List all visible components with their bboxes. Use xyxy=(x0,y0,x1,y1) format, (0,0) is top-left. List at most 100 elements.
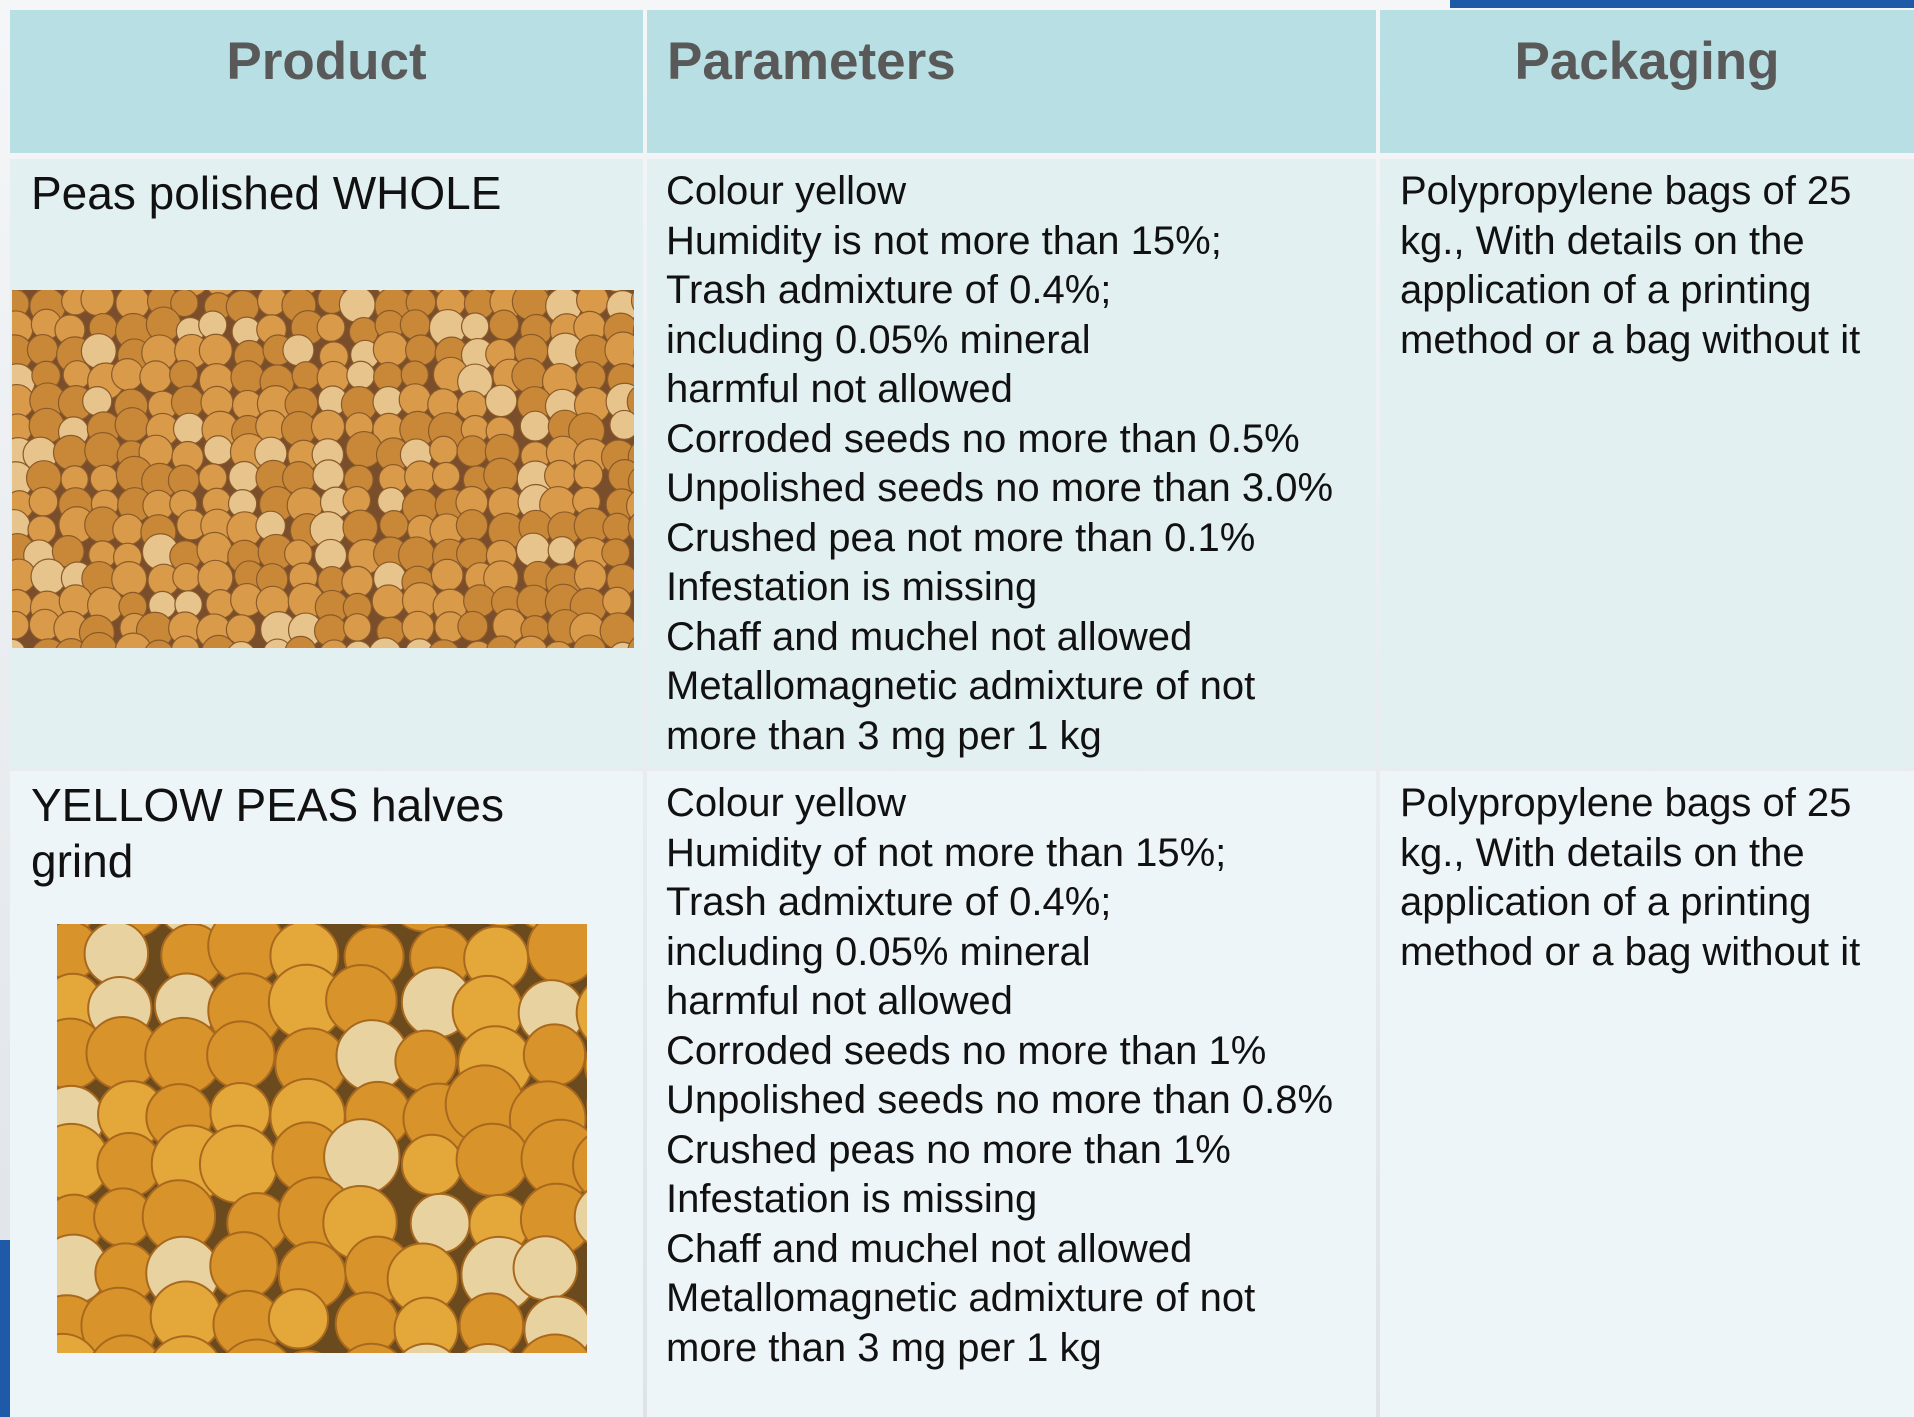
pea xyxy=(206,1020,276,1090)
pea xyxy=(345,430,383,469)
pea xyxy=(203,435,234,466)
table-cell: Polypropylene bags of 25 kg., With detail… xyxy=(1380,159,1914,767)
header-text: Packaging xyxy=(1514,32,1780,91)
parameters-line: Unpolished seeds no more than 0.8% xyxy=(666,1078,1334,1122)
header-cell: Parameters xyxy=(647,10,1376,153)
cell-text: Polypropylene bags of 25 kg., With detail… xyxy=(1400,779,1860,977)
pea xyxy=(172,412,206,446)
pea xyxy=(486,635,518,648)
pea xyxy=(429,639,459,648)
product-photo xyxy=(57,924,587,1353)
pea xyxy=(599,612,634,648)
pea xyxy=(201,634,236,648)
packaging-line: method or a bag without it xyxy=(1400,317,1861,362)
parameters-line: Crushed peas no more than 1% xyxy=(666,1127,1231,1172)
packaging-line: application of a printing xyxy=(1400,880,1812,924)
header-text: Product xyxy=(226,32,427,91)
parameters-line: Humidity is not more than 15%; xyxy=(666,218,1222,263)
table-cell: Polypropylene bags of 25 kg., With detail… xyxy=(1380,771,1914,1417)
pea xyxy=(114,407,150,443)
product-line: grind xyxy=(31,835,134,887)
pea xyxy=(545,640,572,648)
pea xyxy=(198,1124,279,1204)
parameters-line: Corroded seeds no more than 0.5% xyxy=(666,416,1300,461)
pea xyxy=(520,1333,587,1353)
pea xyxy=(400,1133,463,1196)
pea xyxy=(112,513,144,546)
parameters-line: harmful not allowed xyxy=(666,979,1013,1023)
pea xyxy=(455,1122,530,1197)
pea xyxy=(627,637,634,648)
pea xyxy=(431,461,461,491)
pea xyxy=(627,513,634,542)
header-cell: Product xyxy=(10,10,643,153)
pea xyxy=(345,1342,398,1353)
pea xyxy=(601,538,631,568)
parameters-line: including 0.05% mineral xyxy=(666,317,1091,362)
pea xyxy=(462,1343,514,1353)
pea xyxy=(82,385,113,417)
parameters-line: Chaff and muchel not allowed xyxy=(666,614,1193,659)
pea xyxy=(316,312,346,342)
parameters-line: Corroded seeds no more than 1% xyxy=(666,1028,1267,1073)
header-cell: Packaging xyxy=(1380,10,1914,153)
pea xyxy=(456,435,489,468)
pea xyxy=(572,634,607,648)
packaging-line: kg., With details on the xyxy=(1400,830,1805,875)
pea xyxy=(394,1029,458,1093)
table-cell: Colour yellow Humidity is not more than 1… xyxy=(647,159,1376,767)
pea xyxy=(170,290,199,318)
packaging-line: kg., With details on the xyxy=(1400,218,1805,263)
pea xyxy=(169,359,199,390)
parameters-line: Infestation is missing xyxy=(666,1177,1038,1221)
parameters-line: more than 3 mg per 1 kg xyxy=(666,1325,1102,1370)
pea xyxy=(320,639,349,648)
pea xyxy=(342,613,372,642)
pea xyxy=(228,460,261,494)
pea xyxy=(83,924,150,987)
pea xyxy=(230,360,265,395)
pea xyxy=(401,1342,453,1353)
pea xyxy=(152,1335,218,1353)
pea xyxy=(430,558,464,592)
header-text: Parameters xyxy=(667,32,956,91)
cell-text: Peas polished WHOLE xyxy=(31,165,501,221)
parameters-line: Chaff and muchel not allowed xyxy=(666,1226,1193,1271)
cell-text: Colour yellow Humidity is not more than 1… xyxy=(666,167,1333,761)
pea xyxy=(573,1189,587,1244)
pea xyxy=(338,290,376,324)
pea xyxy=(522,1023,587,1087)
pea xyxy=(627,468,634,496)
parameters-line: Trash admixture of 0.4%; xyxy=(666,268,1112,312)
parameters-line: Infestation is missing xyxy=(666,565,1038,609)
pea xyxy=(519,410,551,442)
parameters-line: more than 3 mg per 1 kg xyxy=(666,713,1102,758)
pea xyxy=(346,360,376,390)
product-line: YELLOW PEAS halves xyxy=(31,779,504,831)
pea xyxy=(379,510,409,540)
pea xyxy=(114,632,152,648)
pea xyxy=(602,512,633,543)
pea xyxy=(484,384,518,418)
parameters-line: including 0.05% mineral xyxy=(666,929,1091,974)
pea xyxy=(92,1334,159,1353)
parameters-line: Unpolished seeds no more than 3.0% xyxy=(666,466,1334,510)
pea xyxy=(170,635,200,648)
pea xyxy=(393,1296,459,1353)
pea xyxy=(198,333,233,368)
pea xyxy=(111,358,144,391)
pea xyxy=(515,532,551,568)
pea xyxy=(55,637,87,648)
pea xyxy=(139,360,173,394)
pea xyxy=(583,1050,587,1080)
pea xyxy=(429,435,459,465)
product-line: Peas polished WHOLE xyxy=(31,167,502,219)
cell-text: Polypropylene bags of 25 kg., With detail… xyxy=(1400,167,1860,365)
packaging-line: application of a printing xyxy=(1400,268,1812,312)
parameters-line: Colour yellow xyxy=(666,781,907,825)
pea xyxy=(145,639,173,648)
pea xyxy=(405,334,437,366)
pea xyxy=(12,638,26,648)
pea xyxy=(460,312,490,341)
